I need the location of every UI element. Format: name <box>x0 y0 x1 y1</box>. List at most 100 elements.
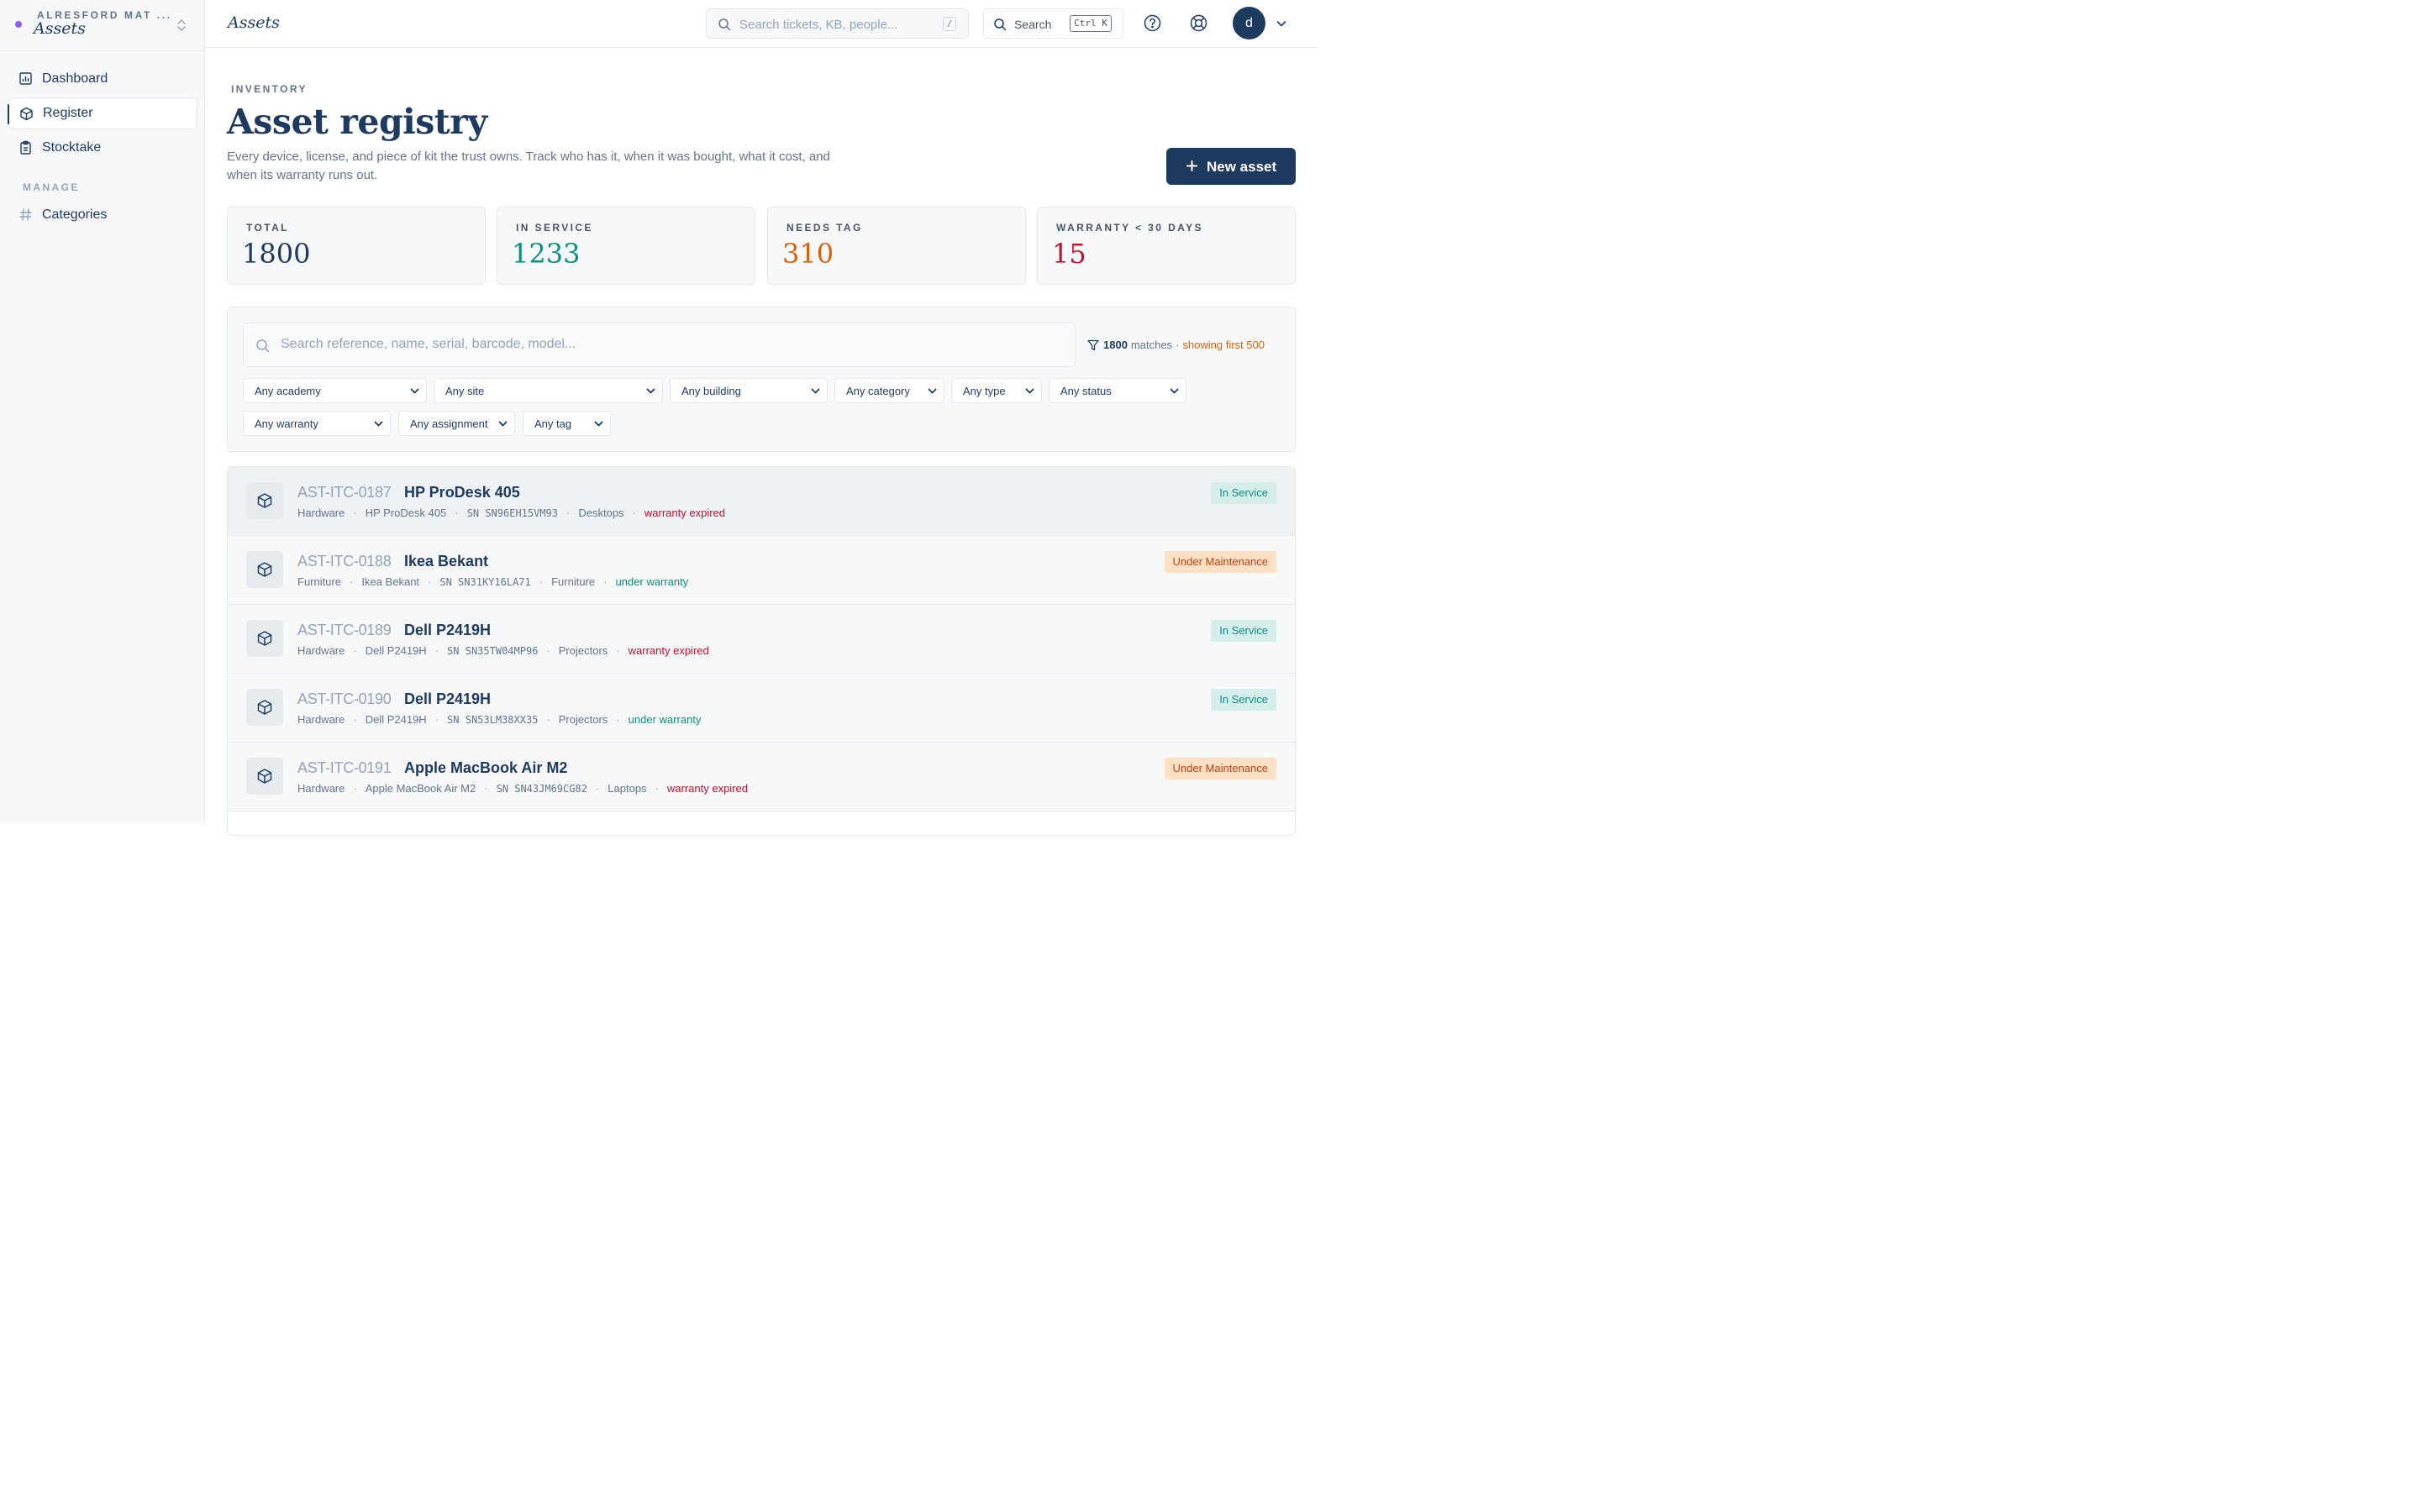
global-search-input[interactable]: Search tickets, KB, people... / <box>706 8 969 39</box>
select-value: Any assignment <box>410 417 488 430</box>
sidebar-section-manage: MANAGE <box>23 181 80 193</box>
asset-serial: SN SN31KY16LA71 <box>439 575 531 588</box>
select-value: Any tag <box>534 417 572 430</box>
filter-warranty-select[interactable]: Any warranty <box>243 411 391 436</box>
filter-tag-select[interactable]: Any tag <box>523 411 611 436</box>
asset-row[interactable]: AST-ITC-0187 HP ProDesk 405 Hardware · HP… <box>228 467 1295 536</box>
org-status-dot <box>15 21 22 28</box>
org-switcher[interactable]: ALRESFORD MAT ... Assets <box>0 0 204 51</box>
stat-value: 1800 <box>242 238 311 270</box>
asset-model: Ikea Bekant <box>361 575 420 588</box>
stat-warranty-soon: WARRANTY < 30 DAYS 15 <box>1037 207 1296 285</box>
asset-category: Projectors <box>558 713 608 726</box>
stat-label: NEEDS TAG <box>786 222 863 234</box>
stat-total: TOTAL 1800 <box>227 207 486 285</box>
page-title: Asset registry <box>227 102 487 142</box>
new-asset-label: New asset <box>1207 159 1277 175</box>
select-value: Any site <box>445 385 485 397</box>
asset-reference: AST-ITC-0190 <box>297 690 392 707</box>
select-value: Any academy <box>255 385 321 397</box>
filter-category-select[interactable]: Any category <box>834 378 944 403</box>
filter-building-select[interactable]: Any building <box>670 378 828 403</box>
clipboard-icon <box>20 140 31 155</box>
status-badge: In Service <box>1211 689 1276 711</box>
asset-category: Desktops <box>578 507 624 519</box>
chevron-down-icon[interactable] <box>1276 18 1286 29</box>
cube-icon <box>257 769 272 784</box>
asset-name: Dell P2419H <box>404 622 492 638</box>
asset-model: HP ProDesk 405 <box>365 507 447 519</box>
stat-value: 15 <box>1052 238 1086 270</box>
chevron-updown-icon[interactable] <box>176 18 187 33</box>
search-icon <box>256 339 270 353</box>
search-shortcut-key: / <box>943 17 956 31</box>
asset-type-badge <box>246 482 283 519</box>
asset-type: Hardware <box>297 507 345 519</box>
asset-reference: AST-ITC-0191 <box>297 759 392 776</box>
new-asset-button[interactable]: New asset <box>1166 148 1296 185</box>
sidebar-item-stocktake[interactable]: Stocktake <box>8 132 197 164</box>
asset-warranty: warranty expired <box>644 507 726 519</box>
org-name: ALRESFORD MAT ... <box>37 9 172 21</box>
filter-academy-select[interactable]: Any academy <box>243 378 427 403</box>
page-eyebrow: INVENTORY <box>231 83 308 95</box>
status-badge: In Service <box>1211 620 1276 642</box>
asset-category: Furniture <box>551 575 596 588</box>
sidebar-item-dashboard[interactable]: Dashboard <box>8 63 197 95</box>
filter-type-select[interactable]: Any type <box>951 378 1042 403</box>
chevron-down-icon <box>374 421 383 427</box>
asset-model: Apple MacBook Air M2 <box>365 782 476 795</box>
cube-icon <box>257 700 272 715</box>
asset-search-input[interactable]: Search reference, name, serial, barcode,… <box>243 323 1076 367</box>
stat-value: 310 <box>782 238 834 270</box>
match-separator: · <box>1176 339 1180 351</box>
filter-site-select[interactable]: Any site <box>434 378 663 403</box>
stat-label: TOTAL <box>246 222 289 234</box>
asset-warranty: warranty expired <box>666 782 748 795</box>
stat-in-service: IN SERVICE 1233 <box>497 207 755 285</box>
filter-assignment-select[interactable]: Any assignment <box>398 411 515 436</box>
chevron-down-icon <box>928 388 937 394</box>
chevron-down-icon <box>811 388 820 394</box>
select-value: Any type <box>963 385 1006 397</box>
asset-type-badge <box>246 620 283 657</box>
asset-meta: Hardware · Dell P2419H · SN SN35TW04MP96 · … <box>297 644 709 657</box>
asset-row[interactable]: AST-ITC-0190 Dell P2419H Hardware · Dell … <box>228 674 1295 743</box>
app-name: Assets <box>34 19 86 38</box>
command-search-button[interactable]: Search Ctrl K <box>983 8 1123 39</box>
user-avatar[interactable]: d <box>1233 7 1265 39</box>
filter-status-select[interactable]: Any status <box>1049 378 1186 403</box>
chevron-down-icon <box>594 421 603 427</box>
filter-icon <box>1087 339 1099 350</box>
topbar-title: Assets <box>228 13 280 32</box>
asset-type-badge <box>246 551 283 588</box>
asset-category: Laptops <box>608 782 647 795</box>
cube-icon <box>257 493 272 508</box>
help-icon[interactable] <box>1144 14 1161 32</box>
sidebar-item-label: Dashboard <box>42 71 108 86</box>
match-count: 1800 <box>1103 339 1128 351</box>
stat-label: IN SERVICE <box>516 222 593 234</box>
asset-row[interactable]: AST-ITC-0189 Dell P2419H Hardware · Dell … <box>228 605 1295 674</box>
asset-row[interactable]: AST-ITC-0191 Apple MacBook Air M2 Hardwa… <box>228 743 1295 811</box>
select-value: Any building <box>681 385 741 397</box>
select-value: Any category <box>846 385 910 397</box>
sidebar-item-label: Register <box>43 106 93 120</box>
select-value: Any status <box>1060 385 1112 397</box>
sidebar-item-categories[interactable]: Categories <box>8 199 197 231</box>
support-lifebuoy-icon[interactable] <box>1190 14 1207 32</box>
asset-row[interactable]: AST-ITC-0188 Ikea Bekant Furniture · Ikea… <box>228 536 1295 605</box>
sidebar-item-label: Categories <box>42 207 108 222</box>
asset-search-placeholder: Search reference, name, serial, barcode,… <box>281 337 576 351</box>
cube-icon <box>20 107 33 121</box>
asset-reference: AST-ITC-0187 <box>297 484 392 501</box>
cube-icon <box>257 631 272 646</box>
asset-type: Hardware <box>297 713 345 726</box>
chevron-down-icon <box>1025 388 1034 394</box>
asset-category: Projectors <box>558 644 608 657</box>
stat-value: 1233 <box>512 238 581 270</box>
match-label: matches <box>1130 339 1173 351</box>
sidebar-item-register[interactable]: Register <box>8 97 197 129</box>
sidebar-item-label: Stocktake <box>42 140 102 155</box>
stat-needs-tag: NEEDS TAG 310 <box>767 207 1026 285</box>
